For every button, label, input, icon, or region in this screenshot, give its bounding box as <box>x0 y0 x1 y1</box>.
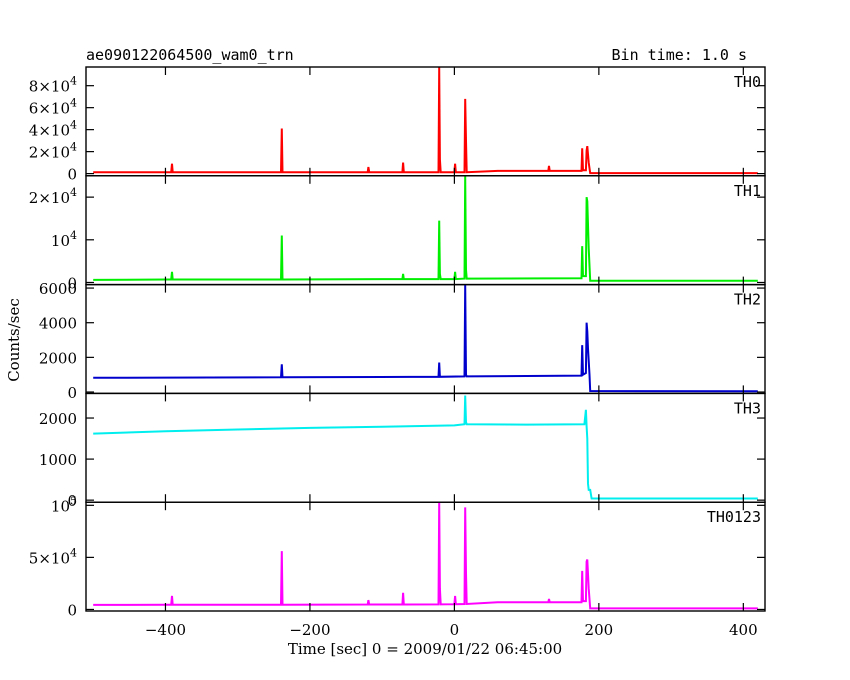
panel-frame <box>85 501 766 612</box>
y-tick-label: 6000 <box>39 280 77 298</box>
panel-th2: 0 2000 4000 6000 TH2 <box>39 280 766 402</box>
panel-label: TH0123 <box>707 508 761 526</box>
panel-label: TH3 <box>734 399 761 417</box>
y-tick-label: 0 <box>67 274 77 292</box>
series-line-th0123 <box>93 502 758 610</box>
panel-th0123: 0 5×104 105 TH0123 <box>29 494 766 619</box>
panel-label: TH0 <box>734 73 761 91</box>
x-tick-label: 0 <box>450 621 460 639</box>
y-tick-label: 4×104 <box>29 119 77 140</box>
x-tick-label: 200 <box>585 621 614 639</box>
panel-frame <box>85 392 766 503</box>
panel-label: TH2 <box>734 291 761 309</box>
x-tick-label: −400 <box>145 621 186 639</box>
x-axis-title: Time [sec] 0 = 2009/01/22 06:45:00 <box>288 640 562 658</box>
y-tick-label: 0 <box>67 166 77 184</box>
series-line-th1 <box>93 175 758 282</box>
panel-th1: 0 104 2×104 TH1 <box>29 175 766 292</box>
x-axis: −400 −200 0 200 400 <box>145 621 758 639</box>
panel-label: TH1 <box>734 182 761 200</box>
chart-title-right: Bin time: 1.0 s <box>612 46 747 64</box>
y-tick-label: 2×104 <box>29 186 77 207</box>
y-tick-label: 2000 <box>39 349 77 367</box>
series-line-th0 <box>93 67 758 175</box>
y-tick-label: 5×104 <box>29 546 77 567</box>
series-line-th2 <box>93 284 758 393</box>
panel-frame <box>85 175 766 286</box>
series-line-th3 <box>93 395 758 500</box>
x-tick-label: 400 <box>729 621 758 639</box>
y-tick-label: 2×104 <box>29 141 77 162</box>
y-tick-label: 6×104 <box>29 97 77 118</box>
y-tick-label: 2000 <box>39 410 77 428</box>
y-tick-label: 0 <box>67 601 77 619</box>
y-tick-label: 8×104 <box>29 75 77 96</box>
y-tick-label: 0 <box>67 492 77 510</box>
y-axis-title: Counts/sec <box>5 298 23 382</box>
chart-title-left: ae090122064500_wam0_trn <box>86 46 294 64</box>
panel-frame <box>85 66 766 177</box>
y-tick-label: 4000 <box>39 315 77 333</box>
y-tick-label: 0 <box>67 384 77 402</box>
y-tick-label: 1000 <box>39 451 77 469</box>
panel-th3: 0 1000 2000 TH3 <box>39 392 766 510</box>
x-tick-label: −200 <box>289 621 330 639</box>
y-tick-label: 104 <box>51 229 77 250</box>
y-tick-label: 105 <box>51 494 77 515</box>
